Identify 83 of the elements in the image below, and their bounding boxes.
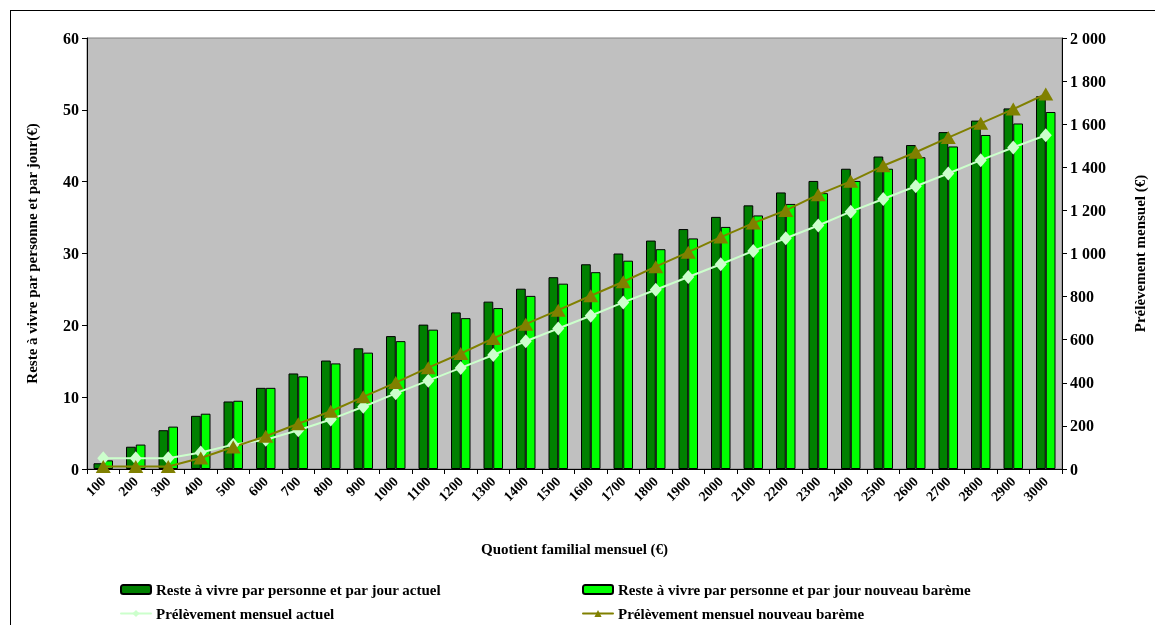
point (843, 174, 859, 188)
y-tick-label: 30 (63, 245, 79, 262)
point (747, 243, 760, 258)
y2-axis-title: Prélèvement mensuel (€) (1131, 174, 1149, 333)
legend-label: Reste à vivre par personne et par jour nouveau barème (618, 581, 971, 598)
point (648, 260, 664, 274)
y-tick-label: 50 (63, 101, 79, 119)
point (422, 373, 435, 388)
y2-tick-label: 1 000 (1070, 245, 1106, 262)
x-tick-label: 500 (213, 473, 239, 500)
point (518, 317, 534, 331)
point (552, 321, 565, 336)
point (942, 166, 955, 181)
point (940, 131, 956, 145)
x-tick-label: 700 (278, 473, 304, 500)
y2-tick-label: 800 (1070, 288, 1094, 306)
y2-tick-label: 2 000 (1070, 29, 1106, 47)
y-tick-label: 60 (63, 29, 79, 47)
point (583, 289, 599, 303)
point (550, 303, 566, 317)
y-tick-label: 20 (63, 316, 79, 334)
point (875, 159, 891, 173)
y2-tick-label: 1 800 (1070, 72, 1106, 90)
y2-tick-label: 1 200 (1070, 201, 1106, 219)
point (584, 308, 597, 323)
y2-tick-label: 200 (1070, 417, 1094, 435)
point (323, 404, 339, 418)
point (1038, 87, 1054, 101)
x-tick-label: 800 (310, 473, 337, 500)
point (1007, 140, 1020, 155)
y-tick-label: 0 (71, 460, 79, 478)
point (973, 116, 989, 130)
point (388, 376, 404, 390)
point (844, 204, 857, 219)
y-tick-label: 40 (63, 173, 79, 191)
x-tick-label: 100 (83, 473, 109, 500)
y-axis-title: Reste à vivre par personne et par jour(€) (23, 123, 41, 384)
point (258, 429, 274, 443)
point (420, 361, 436, 375)
legend-label: Reste à vivre par personne et par jour actuel (156, 581, 441, 598)
point (812, 218, 825, 233)
x-axis-title: Quotient familial mensuel (€) (480, 540, 669, 558)
x-tick-label: 900 (343, 473, 369, 500)
x-tick-label: 300 (148, 473, 174, 500)
y2-tick-label: 600 (1070, 331, 1094, 349)
y2-tick-label: 0 (1070, 460, 1078, 478)
point (193, 451, 209, 465)
y-tick-label: 10 (63, 388, 79, 406)
point (1005, 102, 1021, 116)
point (615, 275, 631, 289)
point (713, 230, 729, 244)
point (714, 257, 727, 272)
x-tick-label: 600 (245, 473, 272, 500)
y2-tick-label: 1 400 (1070, 158, 1106, 176)
point (909, 179, 922, 194)
point (290, 417, 306, 431)
point (745, 216, 761, 230)
point (95, 459, 111, 473)
point (453, 346, 469, 360)
point (810, 188, 826, 202)
point (617, 295, 630, 310)
point (877, 191, 890, 206)
legend-label: Prélèvement mensuel actuel (156, 605, 335, 622)
point (779, 231, 792, 246)
point (908, 145, 924, 159)
x-tick-label: 200 (115, 473, 142, 500)
point (487, 348, 500, 362)
point (680, 245, 696, 259)
point (1039, 128, 1052, 143)
point (454, 360, 467, 375)
y2-tick-label: 1 600 (1070, 115, 1106, 133)
point (519, 334, 532, 349)
legend-label: Prélèvement mensuel nouveau barème (618, 605, 865, 622)
x-tick-label: 400 (180, 473, 207, 500)
point (682, 269, 695, 284)
point (649, 282, 662, 297)
point (128, 459, 144, 473)
y2-tick-label: 400 (1070, 374, 1094, 392)
point (778, 203, 794, 217)
point (485, 331, 501, 345)
point (160, 459, 176, 473)
point (974, 153, 987, 168)
point (355, 390, 371, 404)
